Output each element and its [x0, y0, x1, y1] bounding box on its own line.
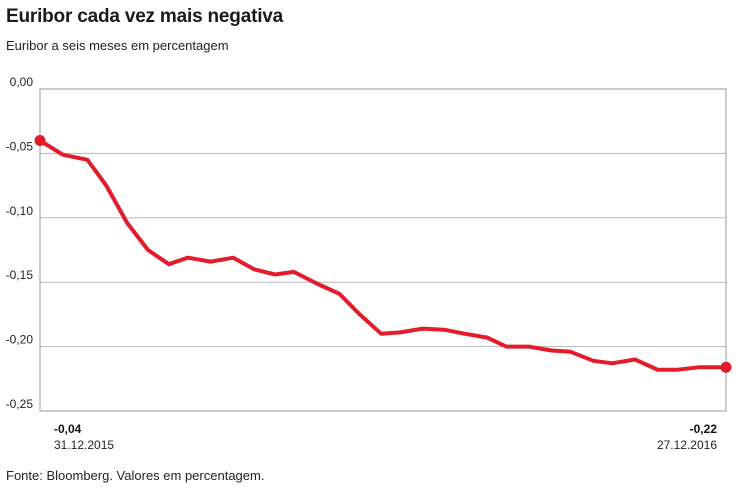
- chart-title: Euribor cada vez mais negativa: [6, 6, 284, 27]
- y-tick-label: 0,00: [10, 75, 34, 89]
- start-value-label: -0,04: [54, 422, 82, 436]
- end-point-marker: [720, 361, 732, 373]
- y-tick-label: -0,05: [6, 139, 34, 153]
- end-value-label: -0,22: [690, 422, 718, 436]
- plot-frame: [39, 88, 727, 412]
- start-point-marker: [34, 135, 46, 147]
- y-axis-ticks: 0,00 -0,05 -0,10 -0,15 -0,20 -0,25: [6, 75, 34, 411]
- source-note: Fonte: Bloomberg. Valores em percentagem…: [6, 468, 265, 483]
- y-tick-label: -0,10: [6, 204, 34, 218]
- end-date-label: 27.12.2016: [657, 438, 717, 452]
- y-tick-label: -0,15: [6, 268, 34, 282]
- start-date-label: 31.12.2015: [54, 438, 114, 452]
- y-tick-label: -0,25: [6, 397, 34, 411]
- chart-subtitle: Euribor a seis meses em percentagem: [6, 38, 229, 53]
- endpoint-labels: -0,04 31.12.2015 -0,22 27.12.2016: [54, 422, 717, 452]
- euribor-series-line: [38, 138, 728, 372]
- y-tick-label: -0,20: [6, 333, 34, 347]
- series-line-group: [34, 135, 732, 373]
